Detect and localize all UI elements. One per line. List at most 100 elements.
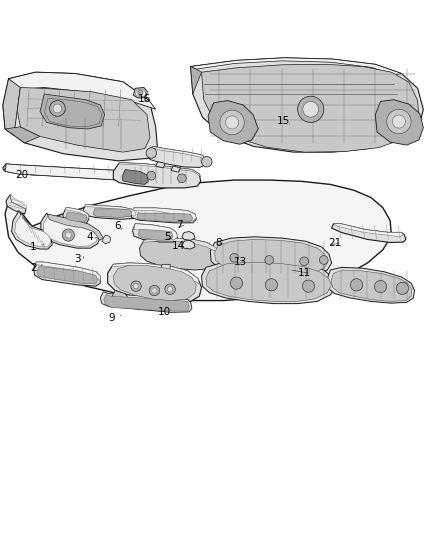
- Polygon shape: [206, 262, 332, 302]
- Polygon shape: [41, 213, 100, 248]
- Polygon shape: [122, 169, 148, 184]
- Text: 10: 10: [158, 307, 171, 317]
- Circle shape: [146, 148, 156, 158]
- Polygon shape: [148, 147, 206, 167]
- Polygon shape: [5, 164, 135, 180]
- Text: 8: 8: [215, 238, 222, 248]
- Polygon shape: [191, 67, 201, 94]
- Polygon shape: [108, 263, 201, 302]
- Circle shape: [230, 253, 239, 262]
- Text: 14: 14: [172, 240, 185, 251]
- Polygon shape: [3, 79, 20, 135]
- Text: 3: 3: [74, 254, 81, 264]
- Polygon shape: [151, 147, 206, 161]
- Circle shape: [165, 284, 175, 294]
- Text: 16: 16: [138, 94, 152, 104]
- Polygon shape: [63, 207, 89, 224]
- Text: 15: 15: [277, 116, 290, 126]
- Polygon shape: [11, 195, 27, 209]
- Circle shape: [147, 171, 155, 180]
- Circle shape: [265, 279, 278, 291]
- Circle shape: [149, 285, 159, 296]
- Polygon shape: [3, 164, 6, 171]
- Polygon shape: [100, 292, 192, 312]
- Polygon shape: [66, 212, 87, 222]
- Circle shape: [392, 115, 406, 128]
- Polygon shape: [182, 240, 195, 249]
- Polygon shape: [113, 265, 196, 301]
- Polygon shape: [210, 237, 332, 277]
- Polygon shape: [102, 235, 111, 244]
- Circle shape: [265, 256, 274, 264]
- Polygon shape: [3, 72, 158, 161]
- Text: 1: 1: [30, 242, 37, 252]
- Polygon shape: [85, 205, 136, 216]
- Polygon shape: [215, 239, 328, 275]
- Circle shape: [319, 256, 328, 264]
- Polygon shape: [160, 264, 170, 272]
- Polygon shape: [14, 214, 51, 247]
- Text: 11: 11: [297, 269, 311, 278]
- Polygon shape: [135, 89, 146, 96]
- Polygon shape: [143, 238, 218, 253]
- Polygon shape: [191, 58, 424, 152]
- Circle shape: [134, 284, 139, 289]
- Polygon shape: [9, 72, 155, 109]
- Polygon shape: [5, 180, 392, 301]
- Polygon shape: [171, 166, 180, 172]
- Circle shape: [226, 116, 239, 129]
- Polygon shape: [375, 100, 424, 145]
- Circle shape: [396, 282, 409, 294]
- Polygon shape: [327, 268, 415, 303]
- Polygon shape: [12, 211, 52, 249]
- Polygon shape: [160, 280, 170, 289]
- Text: 20: 20: [15, 170, 28, 180]
- Text: 9: 9: [109, 313, 115, 323]
- Text: 21: 21: [328, 238, 341, 248]
- Polygon shape: [133, 208, 196, 221]
- Polygon shape: [93, 209, 132, 217]
- Polygon shape: [182, 231, 195, 240]
- Polygon shape: [138, 229, 173, 240]
- Polygon shape: [112, 263, 199, 284]
- Circle shape: [131, 281, 141, 292]
- Polygon shape: [3, 164, 135, 180]
- Circle shape: [302, 280, 314, 292]
- Text: 4: 4: [87, 232, 93, 242]
- Polygon shape: [140, 238, 220, 270]
- Polygon shape: [137, 212, 193, 222]
- Circle shape: [201, 157, 212, 167]
- Polygon shape: [43, 216, 98, 246]
- Polygon shape: [48, 214, 103, 240]
- Circle shape: [350, 279, 363, 291]
- Circle shape: [138, 90, 143, 95]
- Polygon shape: [201, 260, 336, 304]
- Circle shape: [53, 104, 62, 113]
- Polygon shape: [208, 101, 258, 144]
- Polygon shape: [17, 87, 150, 152]
- Polygon shape: [133, 224, 177, 242]
- Polygon shape: [155, 161, 165, 168]
- Polygon shape: [331, 270, 412, 302]
- Polygon shape: [5, 127, 40, 143]
- Polygon shape: [83, 205, 136, 220]
- Circle shape: [49, 101, 65, 116]
- Polygon shape: [201, 64, 419, 152]
- Polygon shape: [65, 207, 89, 220]
- Polygon shape: [112, 290, 128, 305]
- Circle shape: [300, 257, 308, 265]
- Polygon shape: [35, 262, 100, 280]
- Polygon shape: [6, 195, 26, 214]
- Polygon shape: [133, 169, 137, 176]
- Polygon shape: [37, 266, 98, 284]
- Circle shape: [220, 110, 244, 135]
- Circle shape: [303, 101, 318, 117]
- Text: 5: 5: [165, 232, 171, 242]
- Circle shape: [177, 174, 186, 183]
- Polygon shape: [134, 87, 148, 98]
- Circle shape: [152, 288, 157, 293]
- Polygon shape: [33, 262, 100, 286]
- Circle shape: [297, 96, 324, 123]
- Text: 2: 2: [30, 263, 37, 273]
- Polygon shape: [113, 163, 201, 188]
